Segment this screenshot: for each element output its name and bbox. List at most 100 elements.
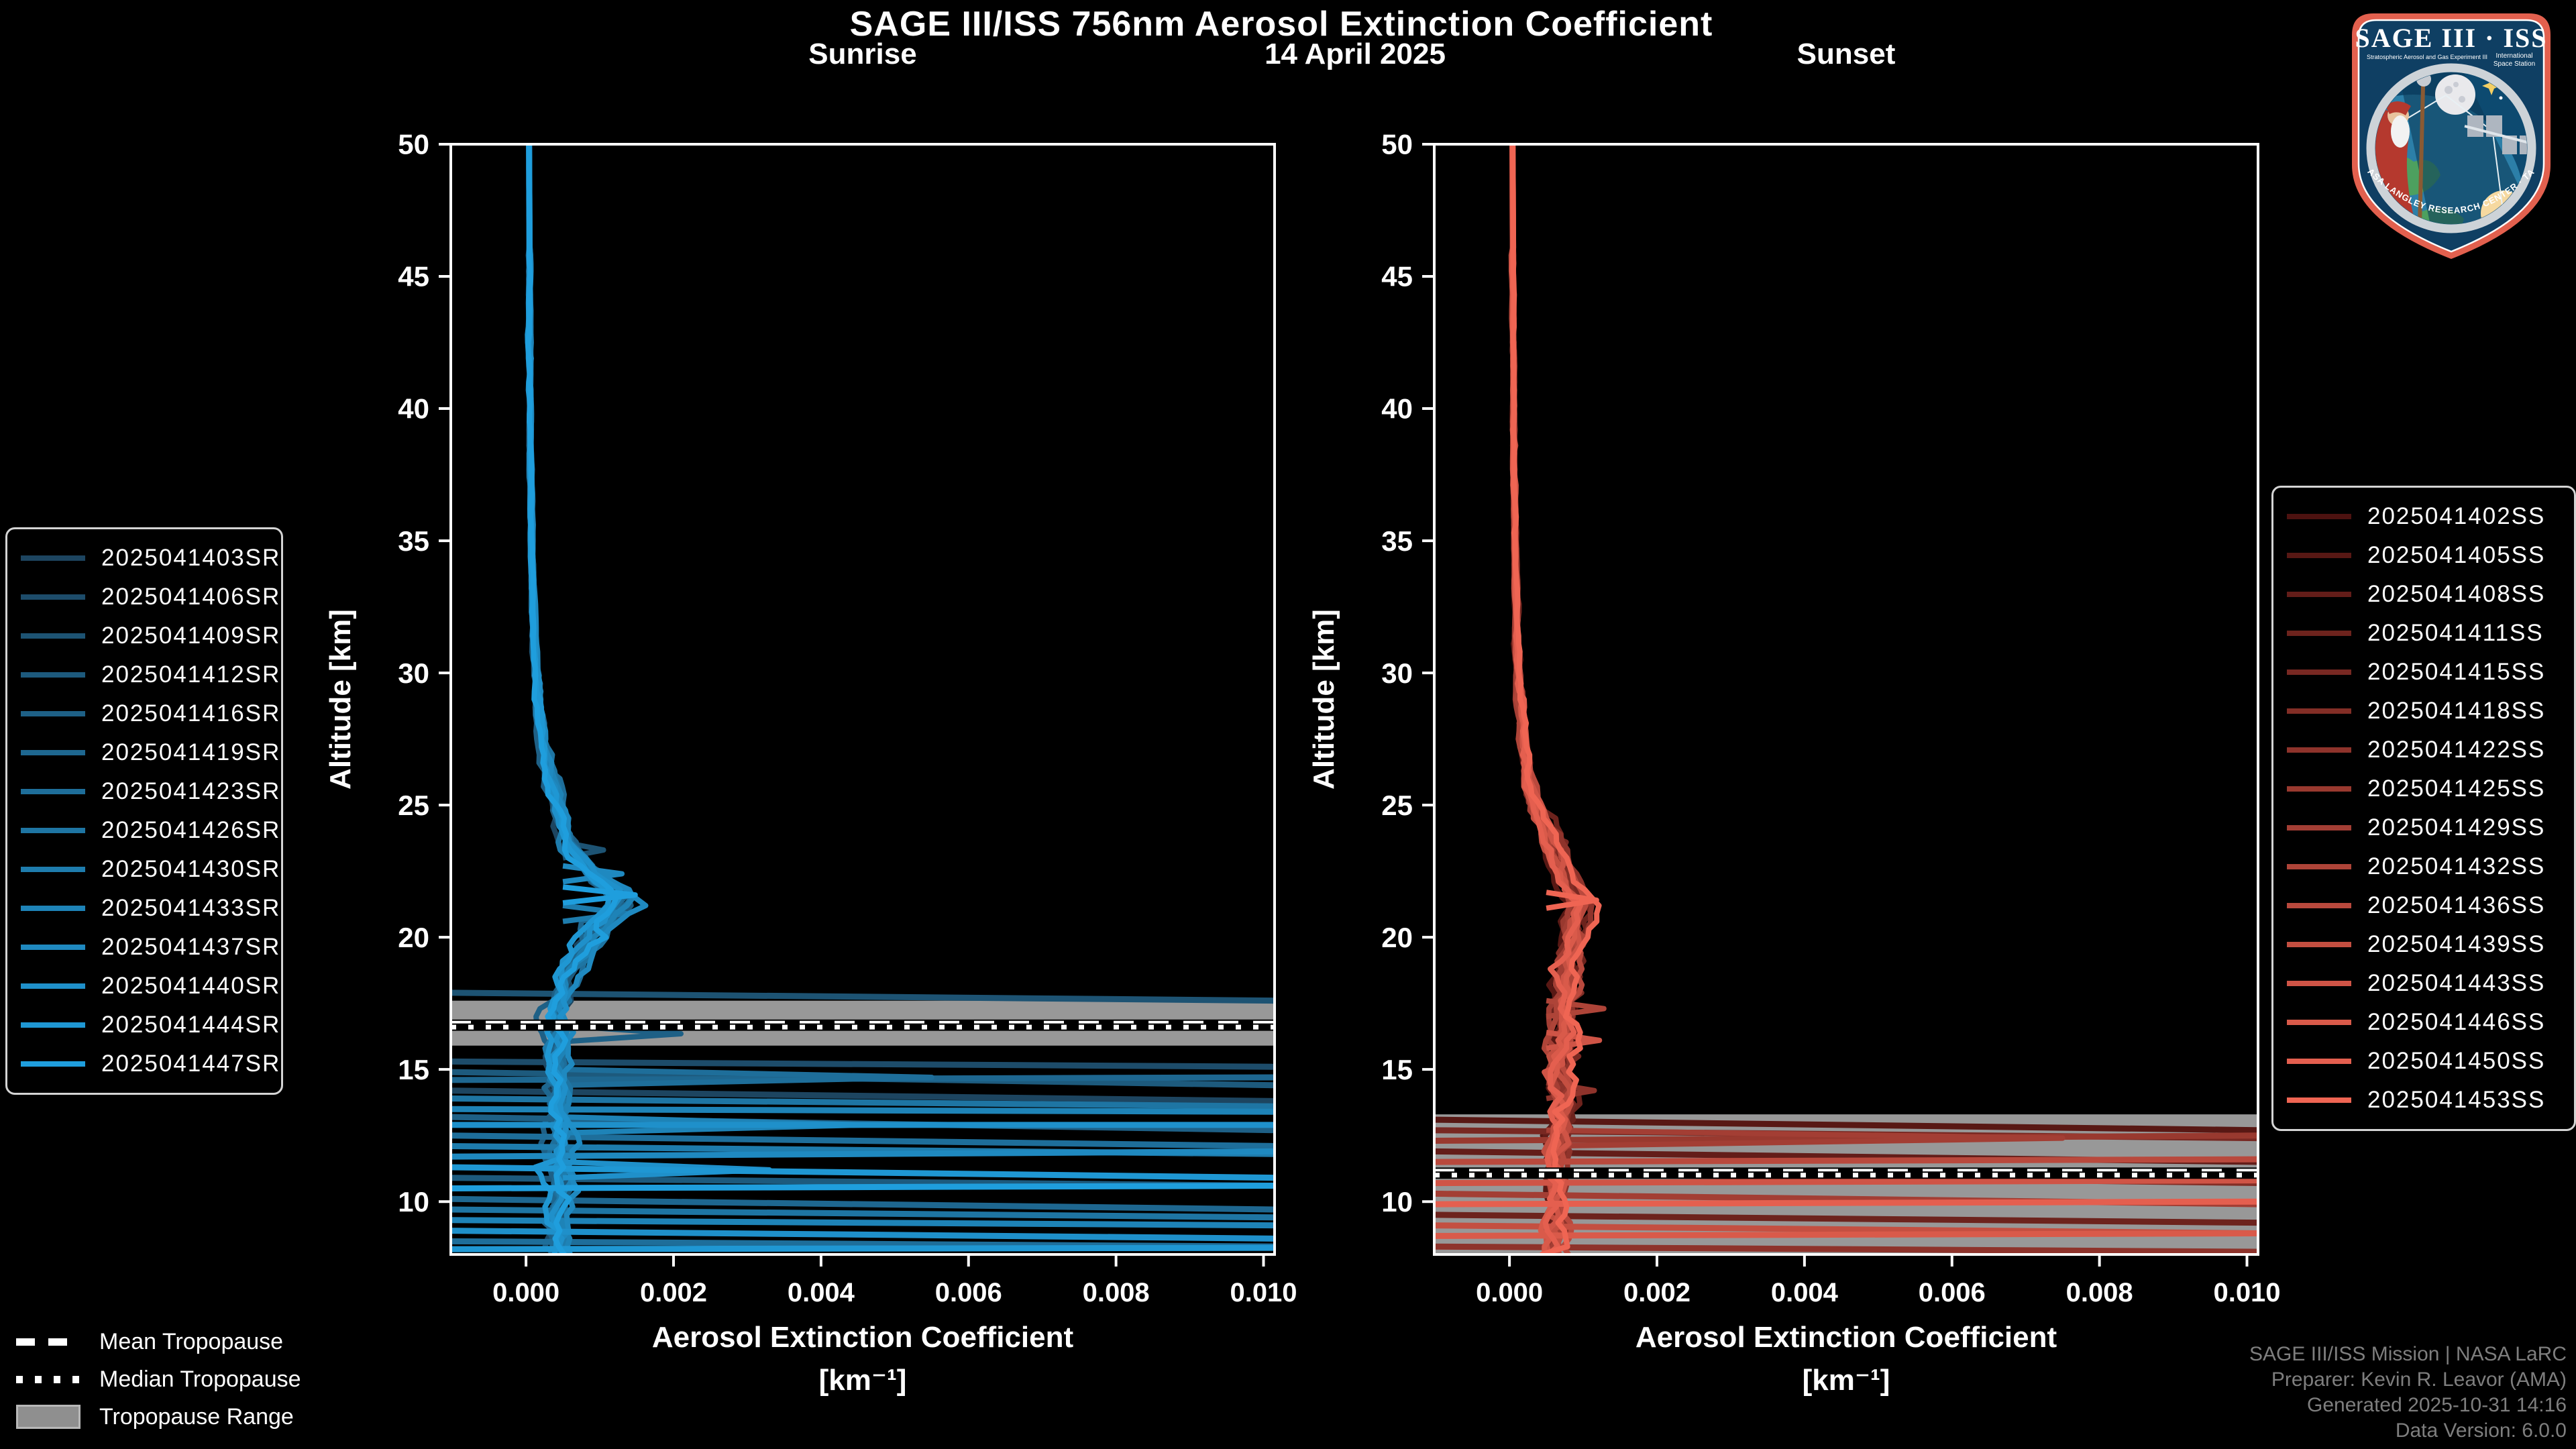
legend-item: 2025041446SS xyxy=(2287,1003,2561,1042)
sunset-xtick-label: 0.006 xyxy=(1919,1278,1986,1307)
legend-item-label: 2025041446SS xyxy=(2367,1009,2546,1035)
legend-item: 2025041426SR xyxy=(21,811,279,850)
sunset-ytick-label: 20 xyxy=(1381,922,1413,953)
sunrise-xtick-label: 0.000 xyxy=(492,1278,559,1307)
terminator-shadow xyxy=(2397,72,2527,224)
iss xyxy=(2464,115,2527,154)
sunrise-cloud-line xyxy=(451,1195,1275,1213)
legend-item-label: 2025041440SR xyxy=(101,973,281,999)
beam xyxy=(2445,95,2493,132)
legend-item: 2025041412SR xyxy=(21,655,279,694)
dashed-line-icon xyxy=(16,1338,80,1346)
legend-item-label: 2025041444SR xyxy=(101,1012,281,1038)
sunrise-cloud-line xyxy=(451,1106,1275,1115)
sunset-ytick-label: 50 xyxy=(1381,129,1413,160)
legend-item-label: 2025041418SS xyxy=(2367,698,2546,724)
legend-item: 2025041402SS xyxy=(2287,497,2561,536)
sunset-panel-title: Sunset xyxy=(1796,38,1896,70)
attribution-generated: Generated 2025-10-31 14:16 xyxy=(2307,1394,2567,1416)
sunrise-ytick-label: 30 xyxy=(398,657,429,689)
legend-item: 2025041439SS xyxy=(2287,925,2561,964)
legend-item-label: 2025041415SS xyxy=(2367,659,2546,685)
sunset-xtick-label: 0.010 xyxy=(2213,1278,2280,1307)
sunrise-panel-title: Sunrise xyxy=(808,38,917,70)
sunrise-xlabel: Aerosol Extinction Coefficient xyxy=(652,1321,1074,1354)
moon-crater xyxy=(2453,82,2459,87)
legend-item: 2025041411SS xyxy=(2287,614,2561,653)
sunset-ylabel: Altitude [km] xyxy=(1307,609,1340,790)
legend-item-label: 2025041402SS xyxy=(2367,503,2546,529)
attribution-block: SAGE III/ISS Mission | NASA LaRC Prepare… xyxy=(2249,1342,2567,1444)
legend-line-icon xyxy=(2287,903,2351,908)
legend-item-label: 2025041416SR xyxy=(101,700,281,727)
legend-item: 2025041422SS xyxy=(2287,731,2561,769)
sunrise-xtick-label: 0.004 xyxy=(788,1278,855,1307)
tropopause-legend: Mean Tropopause Median Tropopause Tropop… xyxy=(16,1323,301,1436)
sunrise-xtick-label: 0.002 xyxy=(640,1278,707,1307)
sunset-ytick-label: 35 xyxy=(1381,525,1413,557)
legend-line-icon xyxy=(21,555,85,561)
gray-band-icon xyxy=(16,1405,80,1429)
sunrise-cloud-line xyxy=(451,1244,1275,1252)
legend-line-icon xyxy=(2287,942,2351,947)
sunset-spike xyxy=(1546,890,1599,911)
legend-item: 2025041450SS xyxy=(2287,1042,2561,1081)
legend-item: 2025041418SS xyxy=(2287,692,2561,731)
legend-item: 2025041403SR xyxy=(21,539,279,578)
legend-item: 2025041453SS xyxy=(2287,1081,2561,1120)
legend-item-label: 2025041426SR xyxy=(101,817,281,843)
sunrise-xtick-label: 0.008 xyxy=(1083,1278,1150,1307)
legend-item: 2025041408SS xyxy=(2287,575,2561,614)
legend-line-icon xyxy=(21,828,85,833)
sunrise-xlabel-units: [km⁻¹] xyxy=(819,1364,907,1397)
tropopause-range-label: Tropopause Range xyxy=(99,1403,294,1430)
legend-item-label: 2025041433SR xyxy=(101,895,281,921)
legend-line-icon xyxy=(21,1061,85,1067)
legend-item-label: 2025041429SS xyxy=(2367,814,2546,841)
legend-item-label: 2025041437SR xyxy=(101,934,281,960)
sunrise-ytick-label: 20 xyxy=(398,922,429,953)
sunset-cloud-line xyxy=(1434,1156,2258,1165)
sunrise-cloud-line xyxy=(451,1228,1275,1242)
legend-line-icon xyxy=(2287,864,2351,869)
sunrise-ytick-label: 40 xyxy=(398,393,429,425)
sunrise-axes-frame xyxy=(449,143,1276,1256)
legend-item-label: 2025041436SS xyxy=(2367,892,2546,918)
mean-tropopause-label: Mean Tropopause xyxy=(99,1328,284,1354)
legend-line-icon xyxy=(21,906,85,911)
sunset-xtick-label: 0.004 xyxy=(1771,1278,1839,1307)
sunrise-ytick-label: 15 xyxy=(398,1054,429,1085)
sunrise-ytick-label: 50 xyxy=(398,129,429,160)
moon-crater xyxy=(2459,96,2465,103)
sunset-ytick-label: 25 xyxy=(1381,790,1413,821)
sunrise-cloud-line xyxy=(451,989,1275,1004)
legend-item: 2025041406SR xyxy=(21,578,279,616)
mean-tropopause-legend-item: Mean Tropopause xyxy=(16,1323,301,1360)
legend-item-label: 2025041419SR xyxy=(101,739,281,765)
median-tropopause-legend-item: Median Tropopause xyxy=(16,1360,301,1398)
sunset-ytick-label: 40 xyxy=(1381,393,1413,425)
legend-item-label: 2025041411SS xyxy=(2367,620,2544,646)
sage-iss-logo: SAGE III · ISS Stratospheric Aerosol and… xyxy=(2333,4,2551,259)
sunrise-cloud-line xyxy=(451,1164,1275,1181)
legend-line-icon xyxy=(2287,631,2351,636)
logo-subtitle-right2: Space Station xyxy=(2493,60,2535,68)
sunrise-spike xyxy=(562,884,638,906)
sunset-cloud-line xyxy=(1434,1212,2258,1226)
legend-item-label: 2025041412SR xyxy=(101,661,281,688)
logo-subtitle-right1: International xyxy=(2496,52,2532,60)
moon-crater xyxy=(2445,86,2453,94)
sunrise-xtick-label: 0.006 xyxy=(935,1278,1002,1307)
sunrise-cloud-line xyxy=(451,1183,1275,1191)
legend-item-label: 2025041453SS xyxy=(2367,1087,2546,1113)
legend-line-icon xyxy=(2287,514,2351,519)
legend-line-icon xyxy=(21,594,85,600)
sunset-ytick-label: 15 xyxy=(1381,1054,1413,1085)
sunrise-cloud-line xyxy=(451,1148,1275,1160)
legend-item-label: 2025041443SS xyxy=(2367,970,2546,996)
legend-line-icon xyxy=(21,672,85,678)
legend-item-label: 2025041447SR xyxy=(101,1051,281,1077)
legend-line-icon xyxy=(21,867,85,872)
sunrise-ytick-label: 35 xyxy=(398,525,429,557)
